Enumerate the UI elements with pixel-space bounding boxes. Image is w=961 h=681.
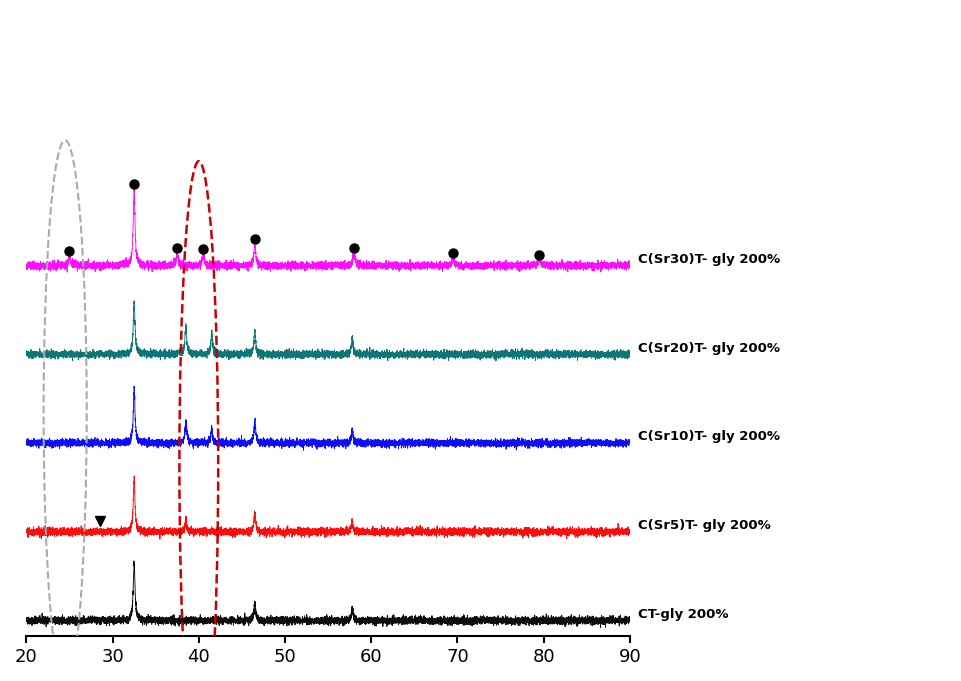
Text: C(Sr20)T- gly 200%: C(Sr20)T- gly 200% — [638, 342, 780, 355]
Text: C(Sr5)T- gly 200%: C(Sr5)T- gly 200% — [638, 519, 772, 532]
Text: CT-gly 200%: CT-gly 200% — [638, 607, 729, 621]
Text: C(Sr10)T- gly 200%: C(Sr10)T- gly 200% — [638, 430, 780, 443]
Text: C(Sr30)T- gly 200%: C(Sr30)T- gly 200% — [638, 253, 780, 266]
